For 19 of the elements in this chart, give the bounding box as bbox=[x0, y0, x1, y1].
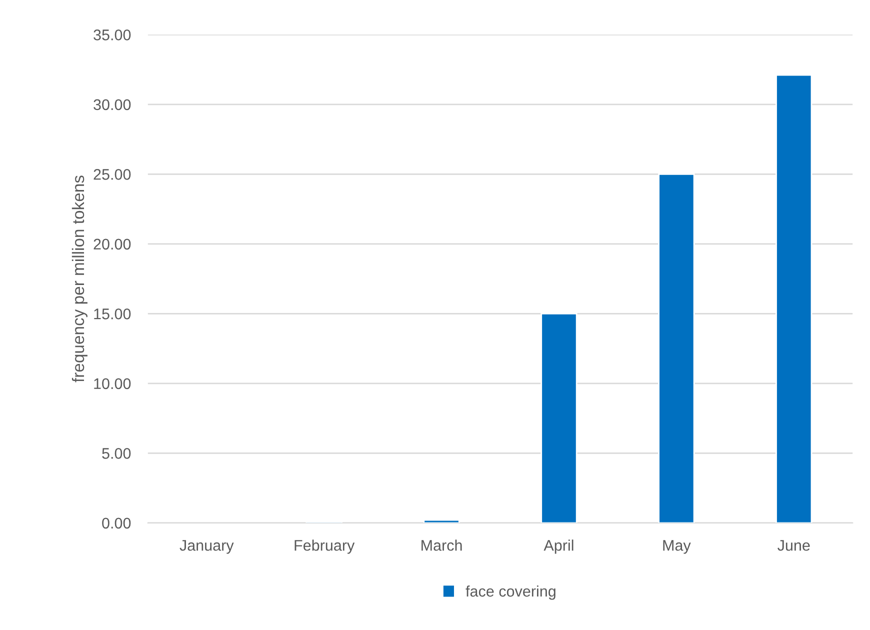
x-tick-label: February bbox=[294, 540, 355, 554]
y-tick-label: 15.00 bbox=[94, 308, 131, 320]
y-tick-label: 25.00 bbox=[94, 169, 131, 180]
y-tick-label: 5.00 bbox=[102, 448, 131, 459]
y-tick-label: 0.00 bbox=[102, 518, 131, 529]
y-tick-label: 20.00 bbox=[94, 238, 131, 250]
x-tick-label: March bbox=[422, 540, 462, 551]
y-tick-label: 10.00 bbox=[94, 378, 131, 390]
y-axis-title: frequency per million tokens bbox=[72, 176, 88, 382]
x-tick-label: June bbox=[778, 540, 810, 551]
bar bbox=[540, 312, 578, 523]
x-tick-label: January bbox=[180, 540, 234, 554]
x-tick-label: May bbox=[663, 540, 691, 554]
x-tick-label: April bbox=[544, 540, 574, 554]
legend-label: face covering bbox=[466, 585, 556, 600]
bar bbox=[658, 173, 695, 523]
y-tick-label: 30.00 bbox=[94, 99, 131, 110]
bar bbox=[776, 74, 812, 523]
y-tick-label: 35.00 bbox=[94, 30, 131, 40]
